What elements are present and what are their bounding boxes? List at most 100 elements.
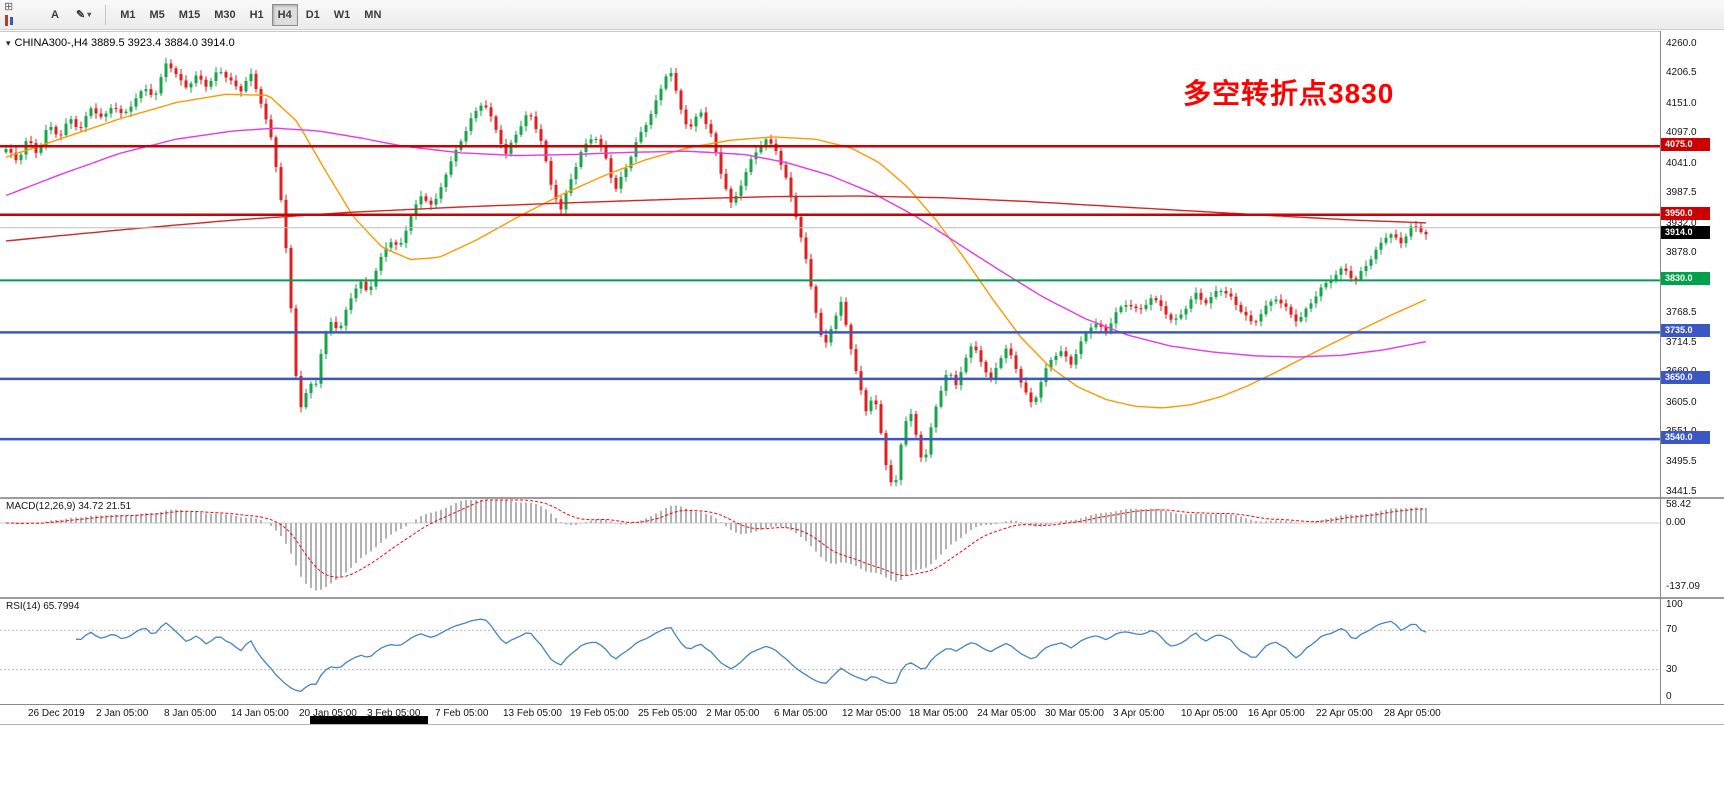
macd-signal-line [5, 499, 1427, 578]
ma-line-mid-magenta [5, 127, 1427, 358]
price-axis-label: 3441.5 [1666, 486, 1697, 497]
macd-axis-label: -137.09 [1666, 581, 1700, 592]
price-level-badge: 4075.0 [1661, 138, 1710, 151]
time-axis-label: 25 Feb 05:00 [638, 708, 697, 719]
price-axis-label: 4041.0 [1666, 158, 1697, 169]
time-axis[interactable]: 26 Dec 2019 2 Jan 05:00 8 Jan 05:00 14 Jan … [0, 704, 1724, 724]
macd-main-value: 34.72 [78, 501, 104, 512]
rsi-axis-label: 30 [1666, 664, 1678, 675]
price-axis-label: 4097.0 [1666, 127, 1697, 138]
price-axis-label: 4260.0 [1666, 38, 1697, 49]
pencil-icon: ✎ [76, 9, 86, 21]
axis-separator-line [1660, 31, 1661, 724]
timeframe-button-m15[interactable]: M15 [178, 8, 201, 21]
rsi-axis[interactable]: 100 70 30 0 [1661, 599, 1724, 703]
ma-line-slow-red [5, 195, 1427, 242]
red-candle-glyph [5, 15, 8, 26]
time-axis-label: 19 Feb 05:00 [570, 708, 629, 719]
price-axis-label: 3714.5 [1666, 337, 1697, 348]
price-axis-label: 4151.0 [1666, 98, 1697, 109]
rsi-axis-label: 100 [1666, 599, 1683, 610]
time-axis-label: 2 Mar 05:00 [706, 708, 760, 719]
timeframe-button-h4[interactable]: H4 [271, 3, 298, 26]
candles [4, 57, 1428, 487]
price-level-badge: 3735.0 [1661, 324, 1710, 337]
time-axis-label: 3 Feb 05:00 [367, 708, 421, 719]
timeframe-button-m1[interactable]: M1 [120, 8, 136, 21]
macd-signal-value: 21.51 [106, 501, 132, 512]
price-level-badge: 3650.0 [1661, 371, 1710, 384]
time-axis-label: 13 Feb 05:00 [503, 708, 562, 719]
macd-label: MACD(12,26,9) 34.72 21.51 [6, 501, 131, 512]
taskbar-fragment [310, 716, 428, 724]
main-chart-pane: ▾ CHINA300-,H4 3889.5 3923.4 3884.0 3914… [0, 31, 1660, 497]
price-axis[interactable]: 4260.0 4206.5 4151.0 4097.0 4041.0 3987.5 3932… [1661, 31, 1724, 497]
draw-tool-button[interactable]: ✎ ▾ [70, 4, 97, 26]
timeframe-button-w1[interactable]: W1 [333, 8, 351, 21]
timeframe-button-h1[interactable]: H1 [249, 8, 264, 21]
time-axis-label: 16 Apr 05:00 [1248, 708, 1305, 719]
price-axis-label: 3495.5 [1666, 456, 1697, 467]
rsi-line [75, 618, 1427, 692]
macd-axis[interactable]: 58.42 0.00 -137.09 [1661, 499, 1724, 597]
macd-axis-label: 0.00 [1666, 517, 1686, 528]
time-axis-label: 26 Dec 2019 [28, 708, 85, 719]
price-level-badge: 3540.0 [1661, 431, 1710, 444]
window-bottom-border [0, 724, 1724, 725]
macd-name: MACD(12,26,9) [6, 501, 76, 512]
timeframe-button-group: M1 M5 M15 M30 H1 H4 D1 W1 MN [114, 3, 387, 26]
rsi-canvas[interactable] [0, 599, 1660, 703]
price-axis-label: 3768.5 [1666, 307, 1697, 318]
toolbar-left-icons: ⊞ [4, 2, 16, 27]
price-axis-label: 3605.0 [1666, 397, 1697, 408]
mini-candles-icon[interactable] [4, 14, 16, 27]
rsi-name: RSI(14) [6, 601, 41, 612]
price-level-badge: 3830.0 [1661, 272, 1710, 285]
macd-canvas[interactable] [0, 499, 1660, 597]
price-level-badge: 3950.0 [1661, 207, 1710, 220]
time-axis-label: 7 Feb 05:00 [435, 708, 489, 719]
time-axis-label: 18 Mar 05:00 [909, 708, 968, 719]
rsi-axis-label: 0 [1666, 691, 1672, 702]
time-axis-label: 24 Mar 05:00 [977, 708, 1036, 719]
time-axis-label: 20 Jan 05:00 [299, 708, 357, 719]
price-axis-label: 3932.0 [1666, 218, 1697, 229]
timeframe-button-m5[interactable]: M5 [149, 8, 165, 21]
window-grid-icon[interactable]: ⊞ [4, 1, 14, 13]
rsi-pane: RSI(14) 65.7994 [0, 599, 1660, 703]
ma-line-fast-orange [5, 93, 1427, 409]
text-tool-button[interactable]: A [51, 8, 59, 21]
timeframe-button-mn[interactable]: MN [364, 8, 382, 21]
timeframe-button-d1[interactable]: D1 [305, 8, 320, 21]
time-axis-label: 12 Mar 05:00 [842, 708, 901, 719]
rsi-axis-label: 70 [1666, 624, 1678, 635]
chart-menu-icon[interactable]: ▾ [6, 37, 11, 48]
macd-pane-separator[interactable] [0, 497, 1724, 499]
current-price-badge: 3914.0 [1661, 226, 1710, 239]
time-axis-label: 30 Mar 05:00 [1045, 708, 1104, 719]
time-axis-label: 22 Apr 05:00 [1316, 708, 1373, 719]
chevron-down-icon: ▾ [87, 10, 92, 19]
price-axis-label: 4206.5 [1666, 67, 1697, 78]
time-axis-label: 6 Mar 05:00 [774, 708, 828, 719]
macd-pane: MACD(12,26,9) 34.72 21.51 [0, 499, 1660, 597]
time-axis-label: 2 Jan 05:00 [96, 708, 149, 719]
timeframe-button-m30[interactable]: M30 [214, 8, 236, 21]
main-chart-canvas[interactable] [0, 32, 1660, 498]
chart-title: ▾ CHINA300-,H4 3889.5 3923.4 3884.0 3914… [6, 37, 235, 49]
chart-annotation-text: 多空转折点3830 [1183, 78, 1395, 109]
time-axis-label: 8 Jan 05:00 [164, 708, 217, 719]
time-axis-label: 28 Apr 05:00 [1384, 708, 1441, 719]
time-axis-label: 10 Apr 05:00 [1181, 708, 1238, 719]
chart-title-text: CHINA300-,H4 3889.5 3923.4 3884.0 3914.0 [14, 37, 235, 49]
rsi-label: RSI(14) 65.7994 [6, 601, 79, 612]
rsi-pane-separator[interactable] [0, 597, 1724, 599]
time-axis-label: 14 Jan 05:00 [231, 708, 289, 719]
rsi-value: 65.7994 [43, 601, 80, 612]
price-axis-label: 3878.0 [1666, 247, 1697, 258]
blue-candle-glyph [10, 17, 13, 25]
price-axis-label: 3987.5 [1666, 187, 1697, 198]
chart-toolbar: ⊞ A ✎ ▾ M1 M5 M15 M30 H1 H4 D1 W1 MN [0, 0, 1724, 30]
macd-axis-label: 58.42 [1666, 499, 1692, 510]
